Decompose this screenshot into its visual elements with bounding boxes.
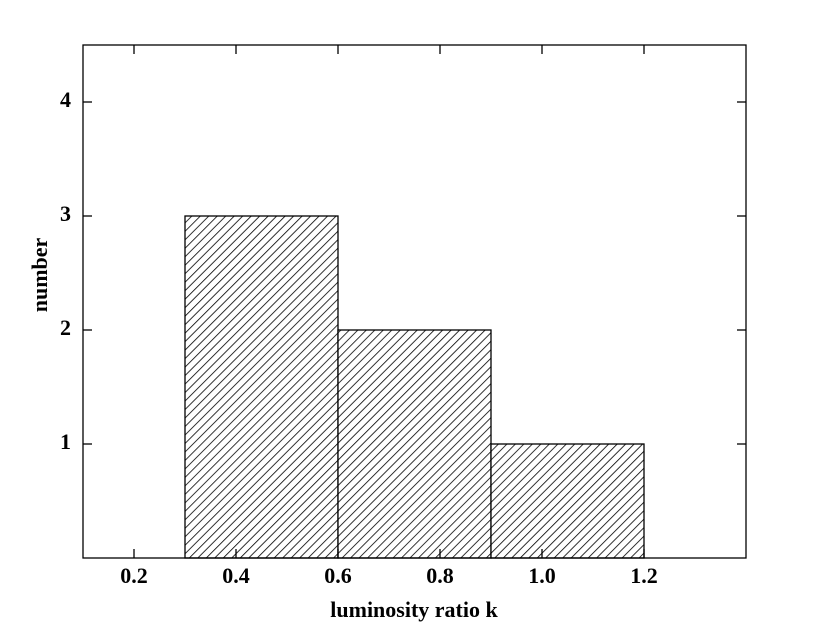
plot-frame xyxy=(82,44,747,559)
x-tick-label: 1.2 xyxy=(630,563,658,588)
y-axis-label: number xyxy=(27,237,52,312)
y-tick-label: 3 xyxy=(60,201,71,226)
bar xyxy=(490,443,645,559)
bar xyxy=(184,215,339,559)
x-tick-label: 0.8 xyxy=(426,563,454,588)
y-tick-label: 2 xyxy=(60,315,71,340)
x-tick-label: 0.2 xyxy=(120,563,148,588)
x-tick-label: 0.4 xyxy=(222,563,250,588)
bar xyxy=(337,329,492,559)
x-tick-label: 1.0 xyxy=(528,563,556,588)
y-tick-label: 4 xyxy=(60,87,71,112)
x-tick-label: 0.6 xyxy=(324,563,352,588)
x-axis-label: luminosity ratio k xyxy=(330,597,498,622)
y-tick-label: 1 xyxy=(60,429,71,454)
